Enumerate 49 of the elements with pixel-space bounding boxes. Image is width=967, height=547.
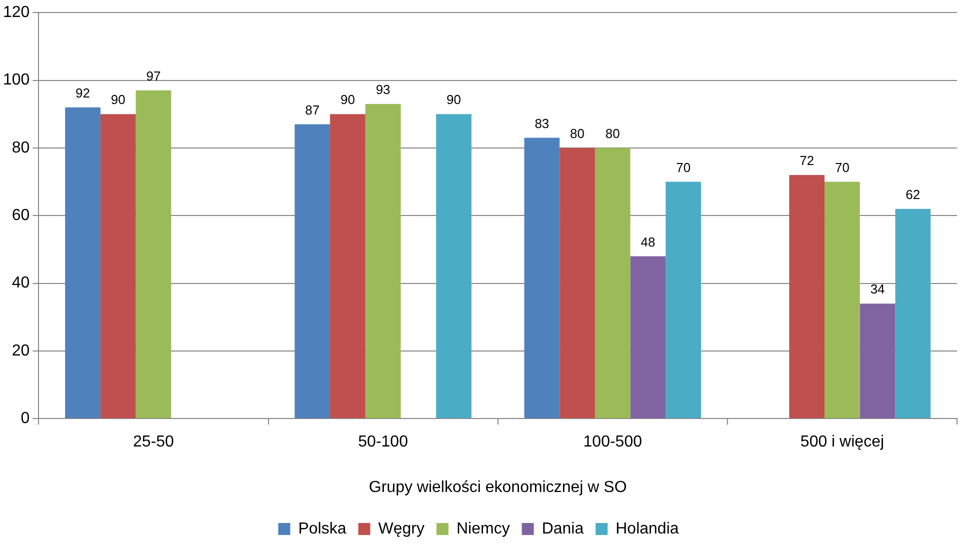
bar [65, 107, 100, 418]
legend-label: Węgry [378, 520, 424, 538]
x-axis-title: Grupy wielkości ekonomicznej w SO [368, 478, 627, 496]
data-label: 80 [570, 126, 585, 142]
data-label: 90 [110, 92, 126, 108]
bar [524, 138, 560, 418]
bar [594, 148, 630, 418]
data-label: 90 [446, 92, 462, 108]
bar [789, 175, 825, 418]
data-label: 87 [305, 102, 320, 118]
data-label: 62 [906, 186, 920, 202]
legend-label: Holandia [616, 520, 679, 538]
y-tick-label: 0 [20, 410, 30, 428]
bar [436, 114, 472, 418]
bar [895, 208, 931, 418]
x-tick-label: 25-50 [133, 434, 174, 451]
data-label: 48 [640, 234, 656, 250]
x-tick-label: 50-100 [358, 434, 408, 451]
bar [294, 124, 330, 418]
legend-label: Dania [542, 520, 584, 538]
data-label: 70 [676, 160, 691, 175]
bar [630, 256, 666, 418]
bar [860, 304, 896, 418]
y-tick-label: 60 [12, 207, 30, 224]
data-label: 93 [376, 82, 390, 98]
bar [330, 114, 366, 418]
bar [560, 148, 595, 418]
data-label: 34 [870, 282, 885, 297]
x-tick-label: 100-500 [583, 434, 642, 451]
data-label: 90 [340, 92, 355, 108]
y-tick-label: 120 [2, 4, 30, 22]
y-tick-label: 100 [2, 72, 30, 89]
data-label: 80 [605, 126, 620, 142]
data-label: 72 [800, 153, 814, 168]
y-tick-label: 80 [12, 139, 30, 156]
data-label: 83 [534, 116, 550, 131]
bar [100, 114, 136, 418]
data-label: 70 [834, 160, 850, 175]
bar [666, 182, 702, 418]
bar [365, 104, 401, 418]
data-label: 92 [76, 85, 90, 100]
y-tick-label: 40 [12, 274, 30, 292]
bar [136, 90, 172, 418]
legend-label: Niemcy [456, 520, 510, 538]
bar [824, 182, 860, 418]
legend-label: Polska [298, 520, 346, 538]
data-label: 97 [146, 68, 161, 84]
x-tick-label: 500 i więcej [800, 434, 884, 451]
y-tick-label: 20 [12, 342, 30, 360]
